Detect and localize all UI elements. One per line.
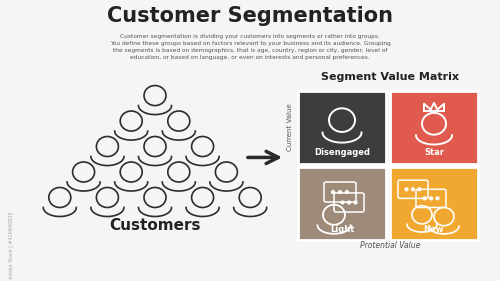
Circle shape bbox=[430, 197, 432, 200]
Text: Star: Star bbox=[424, 148, 444, 157]
Text: Customers: Customers bbox=[109, 218, 201, 233]
Circle shape bbox=[354, 201, 357, 204]
FancyBboxPatch shape bbox=[390, 167, 478, 240]
Text: Adobe Stock | #426840935: Adobe Stock | #426840935 bbox=[8, 212, 14, 280]
Circle shape bbox=[341, 201, 344, 204]
Circle shape bbox=[346, 191, 348, 193]
FancyBboxPatch shape bbox=[298, 167, 386, 240]
Circle shape bbox=[423, 197, 426, 200]
Circle shape bbox=[412, 188, 414, 191]
Circle shape bbox=[405, 188, 408, 191]
Text: Protential Value: Protential Value bbox=[360, 241, 420, 250]
Text: Customer segmentation is dividing your customers into segments or rather into gr: Customer segmentation is dividing your c… bbox=[110, 34, 390, 60]
Circle shape bbox=[332, 191, 334, 193]
Text: Disengaged: Disengaged bbox=[314, 148, 370, 157]
FancyBboxPatch shape bbox=[298, 91, 386, 164]
Text: New: New bbox=[424, 225, 444, 234]
Text: Current Value: Current Value bbox=[287, 103, 293, 151]
Circle shape bbox=[436, 197, 439, 200]
Text: Light: Light bbox=[330, 225, 354, 234]
Circle shape bbox=[418, 188, 421, 191]
Circle shape bbox=[338, 191, 342, 193]
FancyBboxPatch shape bbox=[390, 91, 478, 164]
Text: Customer Segmentation: Customer Segmentation bbox=[107, 6, 393, 26]
Circle shape bbox=[348, 201, 350, 204]
Text: Segment Value Matrix: Segment Value Matrix bbox=[321, 72, 459, 82]
